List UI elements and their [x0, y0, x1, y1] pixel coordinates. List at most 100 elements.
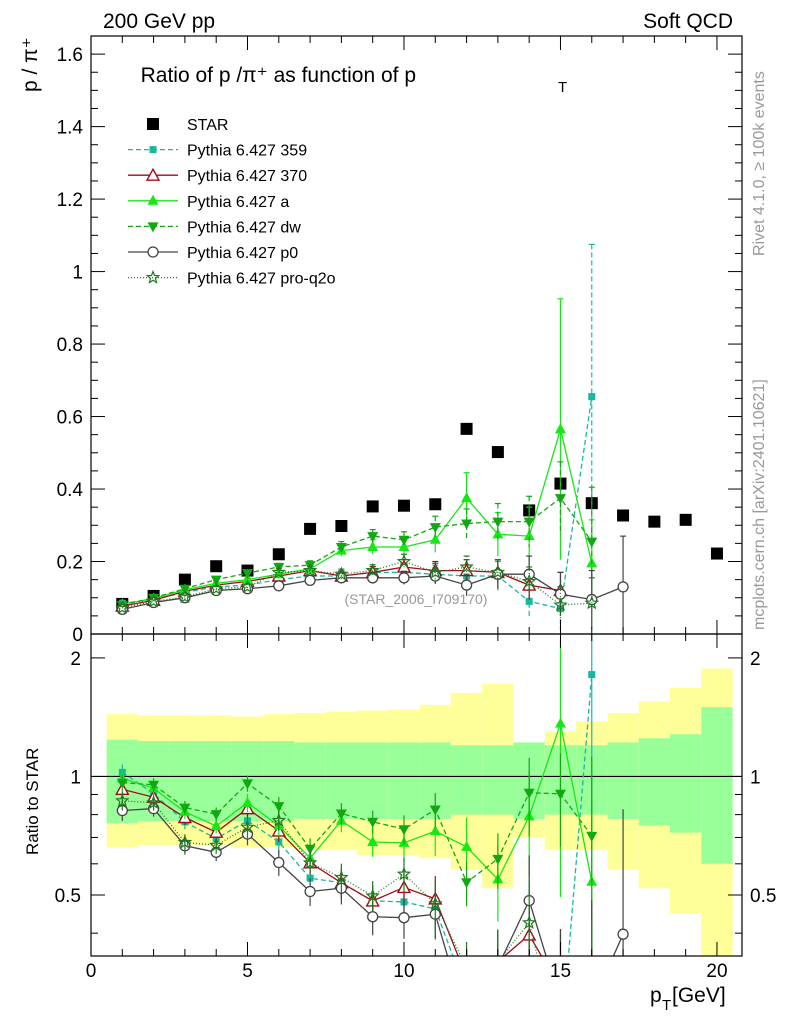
series-line — [122, 560, 592, 609]
series-point — [398, 541, 410, 552]
legend-item: Pythia 6.427 dw — [128, 219, 301, 236]
ratio-tick-label: 0.5 — [55, 886, 81, 907]
ratio-point — [240, 819, 255, 834]
legend-label: Pythia 6.427 pro-q2o — [187, 271, 336, 288]
series-point — [365, 562, 380, 577]
series-point — [554, 494, 566, 505]
ratio-tick-label: 1 — [70, 767, 81, 788]
ratio-point — [461, 878, 473, 889]
series-point — [367, 532, 379, 543]
ratio-point — [334, 869, 349, 884]
stat-uncertainty-band — [357, 742, 389, 819]
ratio-point — [428, 896, 443, 911]
legend-marker — [147, 246, 159, 258]
legend-marker — [145, 269, 161, 284]
ratio-point — [302, 855, 318, 870]
star-data-point — [272, 548, 285, 561]
legend-marker — [145, 167, 161, 181]
ratio-point — [461, 962, 472, 973]
plot-title: Ratio of p /π⁺ as function of p — [141, 64, 416, 87]
header-left: 200 GeV pp — [103, 10, 215, 33]
ratio-point — [367, 911, 379, 923]
ratio-point — [304, 885, 316, 898]
legend-item: STAR — [147, 117, 228, 134]
series-point — [492, 528, 504, 539]
header-right: Soft QCD — [643, 10, 733, 33]
star-data-point — [679, 513, 692, 526]
stat-uncertainty-band — [701, 707, 733, 864]
series-point — [335, 543, 347, 554]
mcplots-label: mcplots.cern.ch [arXiv:2401.10621] — [751, 379, 768, 630]
ratio-series-line — [122, 721, 593, 882]
star-data-point — [366, 500, 379, 513]
ratio-tick-label-right: 1 — [750, 767, 761, 788]
y-tick-label: 0 — [72, 625, 83, 646]
star-data-point — [304, 522, 317, 535]
series-point — [398, 572, 410, 584]
ratio-point — [177, 834, 193, 849]
series-point — [521, 573, 537, 588]
series-point — [302, 562, 318, 577]
series-point — [523, 530, 535, 541]
ratio-point — [148, 780, 160, 791]
ratio-point — [398, 912, 410, 924]
series-point — [429, 523, 441, 534]
star-data-point — [617, 509, 630, 522]
series-point — [271, 564, 287, 579]
ratio-point — [587, 1000, 597, 1010]
legend-item: Pythia 6.427 370 — [128, 167, 307, 185]
series-point — [334, 566, 349, 581]
legend-marker — [147, 118, 159, 130]
ratio-series-5 — [115, 791, 593, 973]
x-axis-label: p — [650, 984, 662, 1007]
x-axis-label-p: p — [650, 984, 662, 1007]
ratio-point — [554, 983, 566, 994]
ratio-point — [273, 856, 285, 869]
y-tick-label: 0.6 — [57, 408, 83, 429]
series-point — [429, 533, 441, 544]
series-2 — [116, 298, 598, 609]
ratio-series-line — [121, 674, 593, 956]
star-data-point — [429, 498, 442, 511]
ratio-point — [241, 779, 253, 790]
ratio-point — [179, 803, 191, 814]
legend-label: Pythia 6.427 370 — [187, 168, 307, 185]
ratio-point — [210, 819, 222, 830]
stat-uncertainty-band — [482, 745, 514, 815]
legend-label: Pythia 6.427 359 — [187, 143, 307, 160]
ratio-point — [526, 1001, 533, 1008]
plot-title-subscript: T — [558, 79, 567, 96]
ratio-point — [461, 840, 473, 851]
series-point — [428, 564, 443, 579]
y-tick-label: 1 — [72, 263, 83, 284]
x-axis-label-unit: [GeV] — [672, 984, 726, 1007]
series-5 — [115, 553, 600, 629]
stat-uncertainty-band — [670, 734, 702, 833]
ratio-tick-label-right: 0.5 — [750, 886, 776, 907]
ratio-point — [304, 844, 316, 855]
ratio-series-3 — [116, 753, 598, 956]
series-point — [588, 393, 596, 401]
series-point — [177, 589, 193, 604]
series-point — [460, 579, 473, 591]
ratio-point — [396, 866, 412, 881]
series-point — [586, 537, 598, 548]
legend-label: Pythia 6.427 p0 — [187, 245, 298, 262]
ratio-point — [210, 810, 222, 821]
ratio-point — [462, 1017, 472, 1024]
series-point — [208, 581, 224, 595]
x-tick-label: 0 — [86, 961, 97, 982]
ratio-point — [496, 954, 499, 956]
ratio-series-line — [122, 782, 593, 884]
series-point — [584, 595, 600, 610]
ratio-point — [494, 969, 501, 976]
ratio-point — [555, 999, 565, 1009]
ratio-point — [554, 717, 566, 728]
series-line — [122, 426, 593, 605]
main-plot-area — [115, 243, 723, 634]
legend-item: Pythia 6.427 359 — [128, 143, 307, 160]
stat-uncertainty-band — [638, 738, 671, 826]
ratio-point — [335, 809, 347, 820]
y-axis-label: p / π⁺ — [19, 37, 42, 92]
legend-marker — [147, 222, 159, 233]
